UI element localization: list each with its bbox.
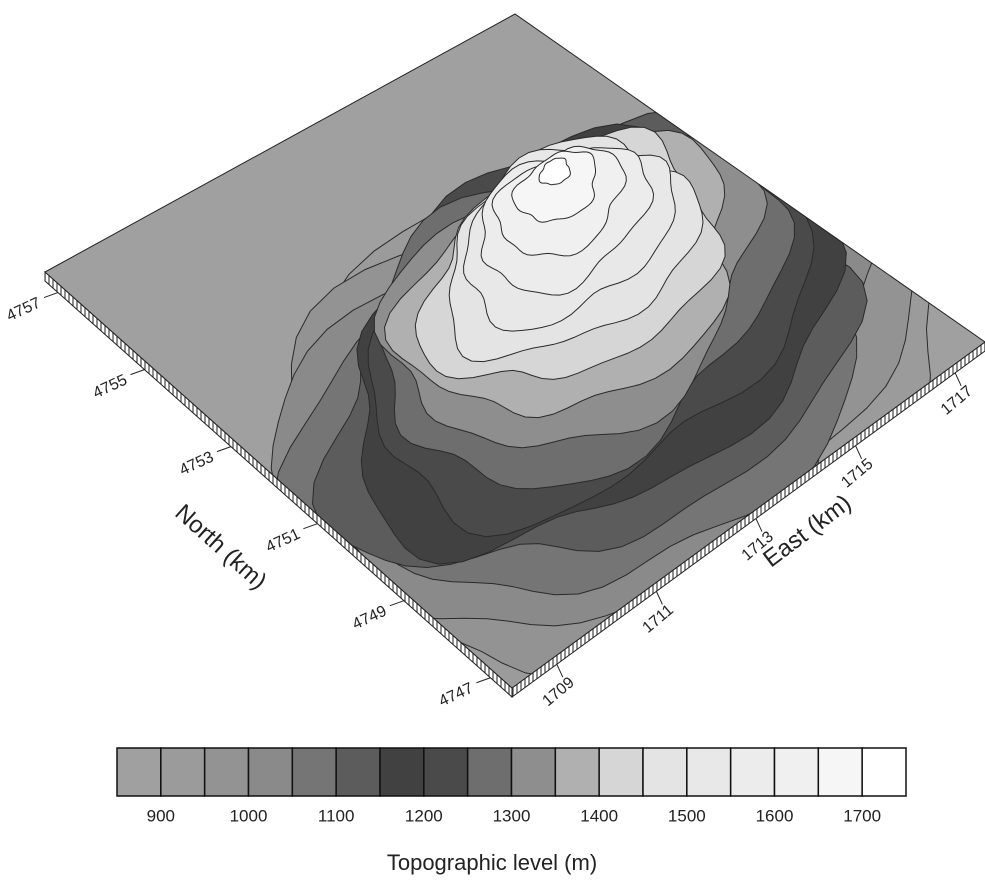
colorbar-cell [555, 748, 599, 796]
y-tick [44, 293, 58, 298]
colorbar-tick-label: 1300 [493, 806, 531, 825]
colorbar-cell [775, 748, 819, 796]
colorbar-cell [292, 748, 336, 796]
chart: 4747474947514753475547571709171117131715… [0, 0, 985, 881]
y-tick [217, 447, 231, 452]
x-tick-label: 1717 [938, 383, 976, 419]
colorbar-cell [117, 748, 161, 796]
x-tick [557, 664, 563, 677]
colorbar-tick-label: 1700 [843, 806, 881, 825]
colorbar-tick-label: 1200 [405, 806, 443, 825]
y-tick [130, 370, 144, 375]
colorbar-tick-label: 1000 [230, 806, 268, 825]
colorbar-cell [862, 748, 906, 796]
y-tick [303, 524, 317, 529]
colorbar-tick-label: 1500 [668, 806, 706, 825]
y-tick-label: 4747 [436, 680, 476, 711]
x-tick [756, 519, 762, 532]
colorbar-cell [818, 748, 862, 796]
colorbar-tick-label: 1100 [318, 806, 355, 825]
x-tick [856, 446, 862, 459]
colorbar-cell [336, 748, 380, 796]
colorbar-cell [249, 748, 293, 796]
colorbar-cell [380, 748, 424, 796]
colorbar-cell [643, 748, 687, 796]
y-tick-label: 4751 [263, 526, 303, 557]
colorbar-cell [205, 748, 249, 796]
colorbar-cell [731, 748, 775, 796]
colorbar-cell [599, 748, 643, 796]
y-axis-title: North (km) [170, 499, 272, 595]
y-tick-label: 4749 [350, 603, 390, 634]
y-tick-label: 4757 [4, 295, 44, 326]
y-tick-label: 4753 [177, 449, 217, 480]
terrain [45, 14, 985, 732]
colorbar-cell [512, 748, 556, 796]
x-tick-label: 1715 [838, 455, 876, 491]
colorbar-cell [424, 748, 468, 796]
colorbar-cell [161, 748, 205, 796]
colorbar-tick-label: 1400 [580, 806, 618, 825]
y-tick [476, 678, 490, 683]
x-tick-label: 1711 [640, 602, 677, 637]
x-tick-label: 1709 [540, 674, 578, 710]
colorbar-title: Topographic level (m) [387, 850, 597, 875]
colorbar-cell [687, 748, 731, 796]
x-tick [955, 373, 961, 386]
x-tick [656, 591, 662, 604]
colorbar-cell [468, 748, 512, 796]
y-tick-label: 4755 [90, 372, 130, 403]
colorbar-tick-label: 1600 [756, 806, 794, 825]
colorbar: 900 1000 1100 1200 1300 1400 1500 1600 1700 [117, 748, 906, 825]
colorbar-tick-label: 900 [147, 806, 175, 825]
y-tick [390, 601, 404, 606]
